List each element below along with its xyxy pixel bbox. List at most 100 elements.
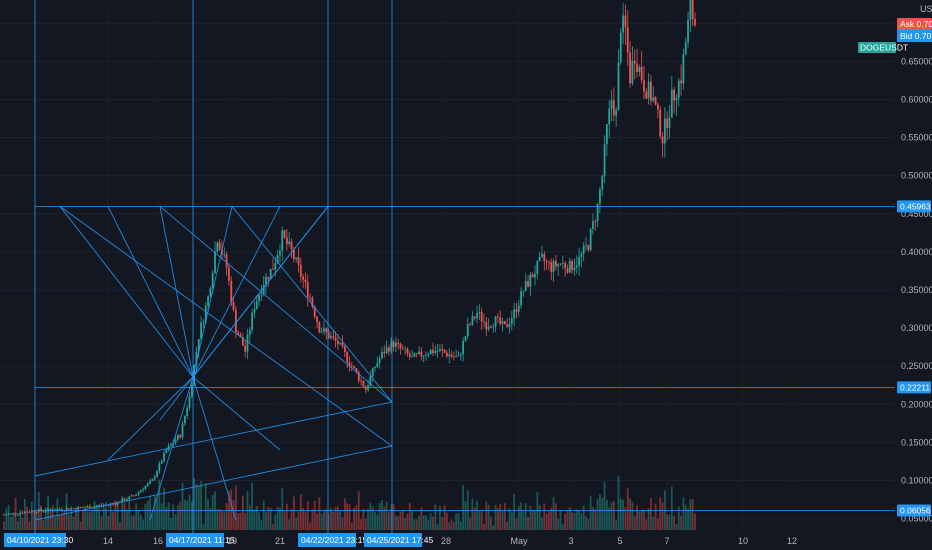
candle-body — [40, 509, 43, 511]
volume-bar — [158, 479, 161, 530]
candle-body — [480, 311, 483, 322]
candle-body — [654, 97, 657, 105]
volume-bar — [93, 501, 96, 530]
candle-body — [272, 268, 274, 270]
candle-body — [668, 117, 671, 128]
volume-bar — [413, 519, 416, 530]
volume-bar — [23, 498, 26, 530]
volume-bar — [397, 516, 400, 530]
trend-line — [34, 401, 393, 477]
volume-bar — [425, 515, 427, 530]
volume-bar — [341, 517, 344, 530]
volume-bar — [626, 488, 629, 530]
candle-body — [622, 15, 625, 33]
volume-bar — [204, 482, 207, 530]
candle-body — [522, 290, 525, 292]
volume-bar — [269, 508, 272, 530]
chart-grid — [0, 8, 895, 530]
volume-bar — [288, 519, 291, 530]
volume-bar — [297, 511, 300, 530]
volume-bar — [374, 512, 376, 530]
candle-body — [125, 499, 128, 501]
candle-body — [582, 245, 585, 254]
candle-body — [237, 332, 240, 335]
volume-bar — [520, 502, 522, 530]
y-tick-label: 0.45000 — [901, 209, 932, 219]
candle-body — [309, 297, 311, 299]
volume-bar — [114, 500, 117, 530]
candle-body — [594, 221, 597, 222]
candle-body — [225, 254, 228, 268]
volume-bar — [666, 514, 669, 530]
candle-body — [615, 109, 618, 116]
candle-body — [47, 508, 49, 511]
volume-bar — [659, 497, 662, 530]
volume-bar — [144, 503, 147, 530]
volume-bar — [98, 508, 100, 530]
fan-line — [192, 376, 237, 521]
candle-body — [251, 312, 254, 331]
candle-body — [675, 97, 678, 101]
candle-body — [202, 321, 205, 323]
volume-bar — [149, 495, 151, 530]
candle-body — [130, 495, 133, 497]
candle-body — [399, 343, 402, 349]
volume-bar — [353, 507, 356, 530]
candle-body — [534, 273, 536, 278]
volume-bar — [647, 507, 650, 530]
candle-body — [397, 342, 400, 344]
volume-bar — [295, 517, 298, 530]
volume-bar — [527, 517, 529, 530]
candle-body — [70, 508, 73, 510]
volume-bar — [448, 522, 451, 530]
volume-bar — [202, 523, 205, 530]
candle-body — [230, 280, 233, 303]
candle-body — [86, 506, 89, 508]
volume-bar — [673, 515, 676, 530]
volume-bar — [276, 506, 279, 530]
candle-body — [408, 353, 411, 357]
volume-bar — [492, 525, 495, 530]
candle-body — [151, 479, 154, 482]
candle-body — [434, 351, 437, 354]
volume-bar — [81, 510, 84, 530]
candle-body — [163, 452, 165, 462]
volume-bar — [587, 518, 590, 530]
candle-body — [455, 356, 458, 358]
date-marker-bg — [4, 533, 66, 547]
time-axis: 14 16 19 21 28 May 3 5 7 10 12 04/10/2021 23:30 04/1… — [4, 533, 797, 547]
candle-body — [541, 254, 543, 257]
volume-bar — [687, 508, 689, 530]
x-tick-label: May — [510, 536, 528, 546]
candle-body — [14, 512, 17, 515]
volume-bar — [170, 518, 172, 530]
volume-bar — [483, 523, 485, 530]
y-tick-label: 0.10000 — [901, 475, 932, 485]
candle-body — [497, 316, 499, 318]
volume-bar — [7, 504, 10, 530]
date-marker-text: 04/22/2021 23:15 — [301, 535, 367, 545]
candle-body — [626, 27, 629, 53]
volume-bar — [457, 513, 460, 530]
volume-bar — [524, 503, 527, 530]
candle-body — [77, 507, 80, 510]
candle-body — [485, 321, 488, 330]
volume-bar — [348, 504, 351, 530]
candle-body — [490, 326, 492, 328]
volume-bar — [26, 506, 29, 530]
candle-body — [429, 349, 432, 355]
volume-bar — [450, 519, 453, 530]
candle-body — [506, 324, 509, 327]
y-tick-label: 0.25000 — [901, 361, 932, 371]
x-tick-label: 12 — [787, 536, 797, 546]
candle-body — [515, 309, 518, 312]
candle-body — [684, 42, 687, 55]
candle-body — [142, 489, 145, 491]
volume-bar — [571, 512, 574, 530]
volume-bar — [10, 516, 12, 530]
fan-line — [59, 206, 194, 378]
candle-body — [601, 175, 604, 190]
candle-body — [459, 354, 462, 356]
candle-body — [285, 237, 288, 245]
